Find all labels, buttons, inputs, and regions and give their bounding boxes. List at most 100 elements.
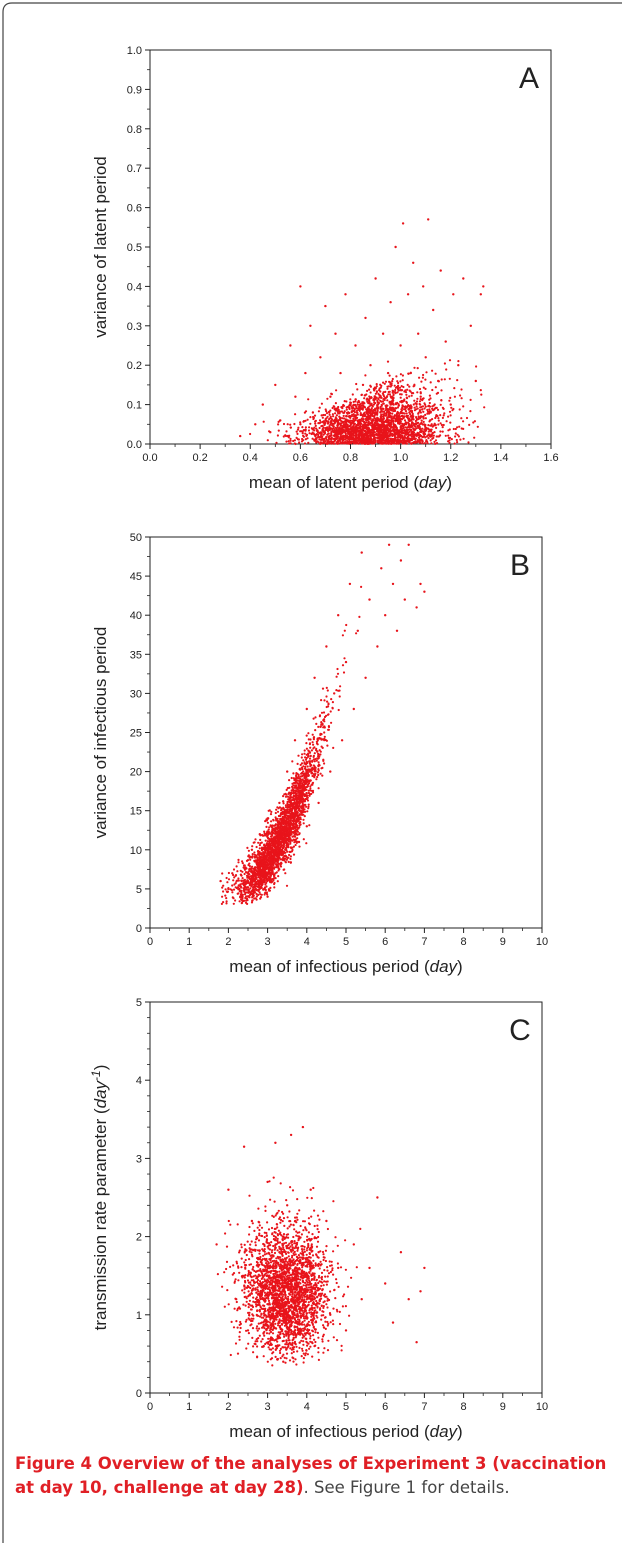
scatter-point — [399, 393, 402, 396]
scatter-point — [390, 403, 393, 406]
scatter-point — [276, 810, 280, 813]
scatter-point — [406, 383, 409, 386]
scatter-point — [385, 433, 388, 436]
scatter-point — [376, 413, 379, 416]
scatter-point — [421, 376, 424, 379]
scatter-point — [410, 422, 413, 425]
scatter-point — [289, 861, 292, 864]
scatter-point — [275, 855, 279, 858]
scatter-point — [395, 386, 398, 389]
scatter-point — [392, 441, 395, 444]
scatter-point — [375, 433, 378, 436]
scatter-point — [437, 417, 440, 420]
scatter-point — [243, 868, 247, 871]
scatter-point — [419, 398, 422, 401]
scatter-point — [262, 853, 265, 856]
scatter-point — [449, 414, 452, 417]
scatter-point — [317, 410, 320, 413]
scatter-point — [435, 415, 438, 418]
scatter-point — [444, 434, 447, 437]
scatter-point — [390, 438, 394, 441]
scatter-point — [307, 429, 311, 432]
scatter-point — [305, 762, 308, 765]
scatter-point — [312, 717, 315, 720]
scatter-point — [311, 774, 314, 778]
scatter-point — [304, 428, 307, 431]
scatter-point — [333, 435, 336, 438]
scatter-point — [480, 393, 483, 396]
scatter-point — [349, 427, 352, 430]
scatter-point — [447, 434, 450, 437]
scatter-point — [296, 830, 299, 833]
scatter-point — [281, 822, 284, 825]
scatter-point — [457, 435, 460, 438]
scatter-point — [222, 890, 225, 893]
scatter-point — [346, 423, 349, 426]
scatter-point — [426, 410, 430, 413]
scatter-point — [275, 808, 278, 811]
scatter-point — [403, 399, 406, 402]
scatter-point — [292, 772, 295, 775]
scatter-point — [343, 424, 346, 427]
scatter-point — [360, 437, 363, 440]
scatter-point — [325, 686, 328, 690]
scatter-point — [242, 866, 245, 869]
scatter-point — [406, 388, 409, 391]
y-tick-label: 0.5 — [127, 242, 142, 254]
scatter-point — [405, 396, 408, 399]
scatter-point — [412, 430, 415, 433]
scatter-point — [258, 844, 261, 847]
scatter-point — [247, 849, 250, 852]
scatter-point — [457, 360, 460, 363]
scatter-point — [269, 431, 272, 434]
scatter-point — [245, 899, 248, 902]
scatter-point — [298, 767, 301, 771]
scatter-point — [356, 413, 359, 416]
scatter-point — [302, 759, 305, 762]
scatter-point — [337, 689, 340, 692]
scatter-point — [298, 441, 301, 444]
scatter-point — [342, 414, 345, 417]
scatter-point — [354, 344, 357, 347]
scatter-point — [252, 892, 255, 896]
scatter-point — [260, 841, 263, 844]
scatter-point — [354, 425, 357, 428]
scatter-point — [421, 397, 424, 400]
scatter-point — [268, 826, 271, 829]
scatter-point — [363, 394, 366, 397]
scatter-point — [394, 402, 397, 405]
scatter-point — [330, 420, 333, 423]
scatter-point — [307, 441, 310, 444]
scatter-point — [392, 399, 395, 402]
scatter-point — [296, 772, 299, 775]
scatter-point — [469, 398, 472, 401]
scatter-point — [251, 853, 254, 856]
scatter-point — [440, 423, 443, 427]
x-tick-label: 1.6 — [543, 452, 558, 464]
scatter-point — [317, 433, 320, 436]
scatter-point — [416, 431, 419, 434]
scatter-point — [424, 413, 427, 416]
scatter-point — [454, 432, 457, 435]
scatter-point — [382, 402, 385, 405]
scatter-point — [370, 408, 373, 411]
scatter-point — [394, 245, 397, 249]
scatter-point — [335, 389, 338, 392]
scatter-point — [301, 753, 304, 756]
scatter-point — [311, 431, 314, 434]
scatter-point — [368, 402, 371, 405]
scatter-point — [423, 407, 426, 410]
scatter-point — [385, 425, 388, 428]
scatter-point — [411, 412, 414, 416]
scatter-point — [316, 757, 319, 760]
scatter-point — [282, 856, 285, 859]
scatter-point — [425, 371, 428, 374]
scatter-point — [415, 400, 419, 403]
scatter-point — [364, 316, 367, 320]
scatter-point — [359, 432, 362, 435]
scatter-point — [280, 854, 283, 857]
scatter-point — [405, 433, 408, 436]
scatter-point — [408, 426, 411, 429]
scatter-point — [428, 408, 431, 411]
